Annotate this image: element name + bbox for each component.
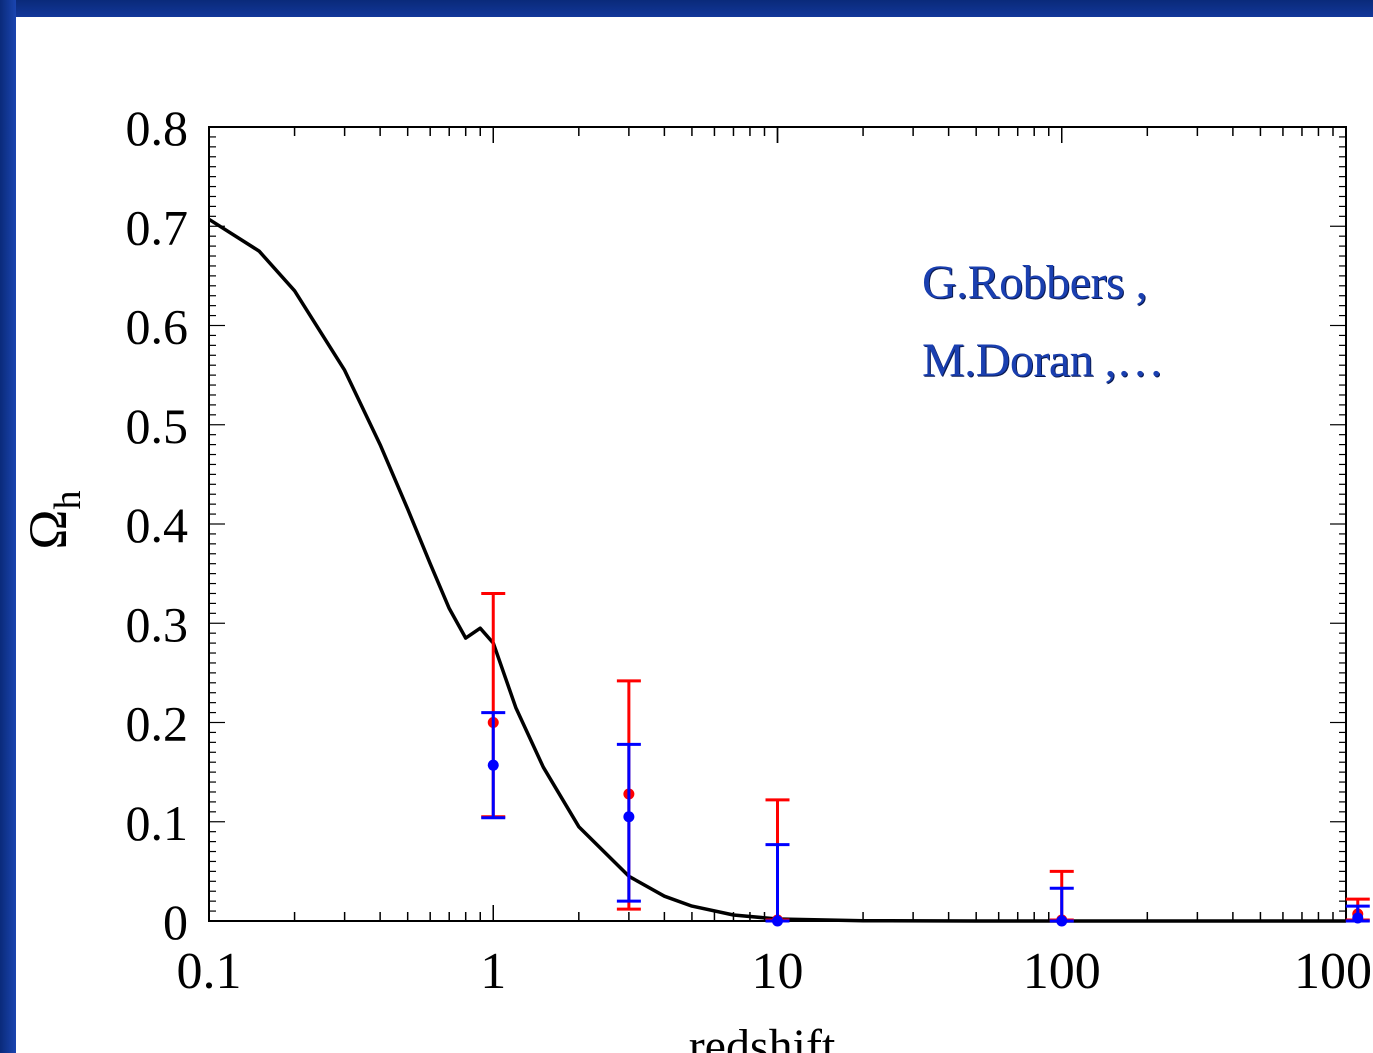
y-tick-label: 0 xyxy=(163,894,188,950)
data-point xyxy=(1352,912,1364,924)
y-tick-label: 0.5 xyxy=(126,398,189,454)
credit-line-1: G.Robbers , xyxy=(922,256,1148,309)
y-tick-label: 0.6 xyxy=(126,299,189,355)
y-tick-labels: 0 0.1 0.2 0.3 0.4 0.5 0.6 0.7 0.8 xyxy=(126,100,189,950)
y-axis-label: Ωh xyxy=(18,490,89,549)
y-axis-label-main: Ω xyxy=(18,509,78,549)
data-point xyxy=(623,811,635,823)
slide-frame-left xyxy=(0,0,16,1053)
y-tick-label: 0.4 xyxy=(126,497,189,553)
author-credit: G.Robbers , M.Doran ,… xyxy=(922,244,1164,400)
y-tick-label: 0.1 xyxy=(126,795,189,851)
x-tick-label: 0.1 xyxy=(177,943,242,1000)
y-tick-label: 0.7 xyxy=(126,199,189,255)
x-tick-label: 100 xyxy=(1023,943,1101,1000)
credit-line-2: M.Doran ,… xyxy=(922,334,1164,387)
y-tick-label: 0.8 xyxy=(126,100,189,156)
x-tick-label: 10 xyxy=(752,943,804,1000)
y-axis-label-sub: h xyxy=(47,490,89,509)
axis-ticks xyxy=(208,126,1347,922)
y-tick-label: 0.3 xyxy=(126,596,189,652)
series-layer xyxy=(208,217,1370,927)
x-axis-label: redshift xyxy=(689,1020,836,1053)
data-point xyxy=(772,915,783,927)
data-point xyxy=(487,759,499,771)
y-tick-label: 0.2 xyxy=(126,696,189,752)
x-tick-label: 1 xyxy=(480,943,506,1000)
data-point xyxy=(1056,915,1068,927)
slide-frame-top xyxy=(0,0,1373,17)
model-curve xyxy=(208,217,1346,923)
